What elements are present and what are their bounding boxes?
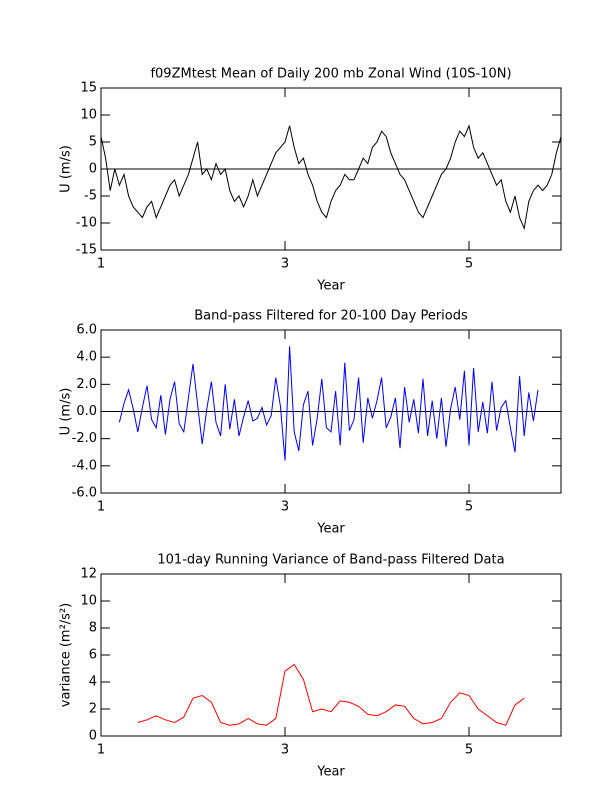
x-axis-label: Year bbox=[316, 765, 345, 780]
y-tick-label: 12 bbox=[80, 567, 97, 582]
y-axis-label: variance (m²/s²) bbox=[59, 603, 74, 707]
plot-frame bbox=[100, 329, 562, 494]
x-tick-label: 3 bbox=[281, 257, 289, 272]
y-tick-label: 2.0 bbox=[76, 377, 97, 392]
y-tick-label: 0.0 bbox=[76, 404, 97, 419]
x-axis-label: Year bbox=[316, 522, 345, 537]
x-tick-label: 1 bbox=[97, 500, 105, 515]
y-tick-label: 4.0 bbox=[76, 350, 97, 365]
data-line bbox=[118, 346, 539, 461]
x-tick-label: 3 bbox=[281, 500, 289, 515]
y-tick-label: 4 bbox=[89, 675, 97, 690]
x-tick-label: 3 bbox=[281, 743, 289, 758]
x-tick-label: 1 bbox=[97, 743, 105, 758]
y-axis-label: U (m/s) bbox=[59, 388, 74, 436]
y-tick-label: 8 bbox=[89, 621, 97, 636]
x-tick-label: 1 bbox=[97, 257, 105, 272]
y-tick-label: 10 bbox=[80, 594, 97, 609]
y-tick-label: 0 bbox=[89, 162, 97, 177]
y-tick-label: -10 bbox=[76, 216, 97, 231]
y-axis-label: U (m/s) bbox=[59, 145, 74, 193]
y-tick-label: 6 bbox=[89, 648, 97, 663]
data-line bbox=[137, 663, 525, 726]
x-tick-label: 5 bbox=[465, 743, 473, 758]
data-line bbox=[100, 124, 562, 231]
panel-title: f09ZMtest Mean of Daily 200 mb Zonal Win… bbox=[150, 67, 511, 82]
y-tick-label: 6.0 bbox=[76, 323, 97, 338]
y-tick-label: -4.0 bbox=[72, 458, 97, 473]
y-tick-label: 0 bbox=[89, 729, 97, 744]
y-tick-label: 10 bbox=[80, 108, 97, 123]
x-tick-label: 5 bbox=[465, 500, 473, 515]
y-tick-label: -5 bbox=[84, 189, 97, 204]
y-tick-label: -2.0 bbox=[72, 431, 97, 446]
y-tick-label: -6.0 bbox=[72, 486, 97, 501]
y-tick-label: -15 bbox=[76, 243, 97, 258]
y-tick-label: 2 bbox=[89, 702, 97, 717]
y-tick-label: 15 bbox=[80, 81, 97, 96]
plot-frame bbox=[100, 573, 562, 737]
y-tick-label: 5 bbox=[89, 135, 97, 150]
x-axis-label: Year bbox=[316, 279, 345, 294]
plot-frame bbox=[100, 87, 562, 251]
panel-title: 101-day Running Variance of Band-pass Fi… bbox=[157, 553, 504, 568]
x-tick-label: 5 bbox=[465, 257, 473, 272]
panel-title: Band-pass Filtered for 20-100 Day Period… bbox=[194, 309, 468, 324]
